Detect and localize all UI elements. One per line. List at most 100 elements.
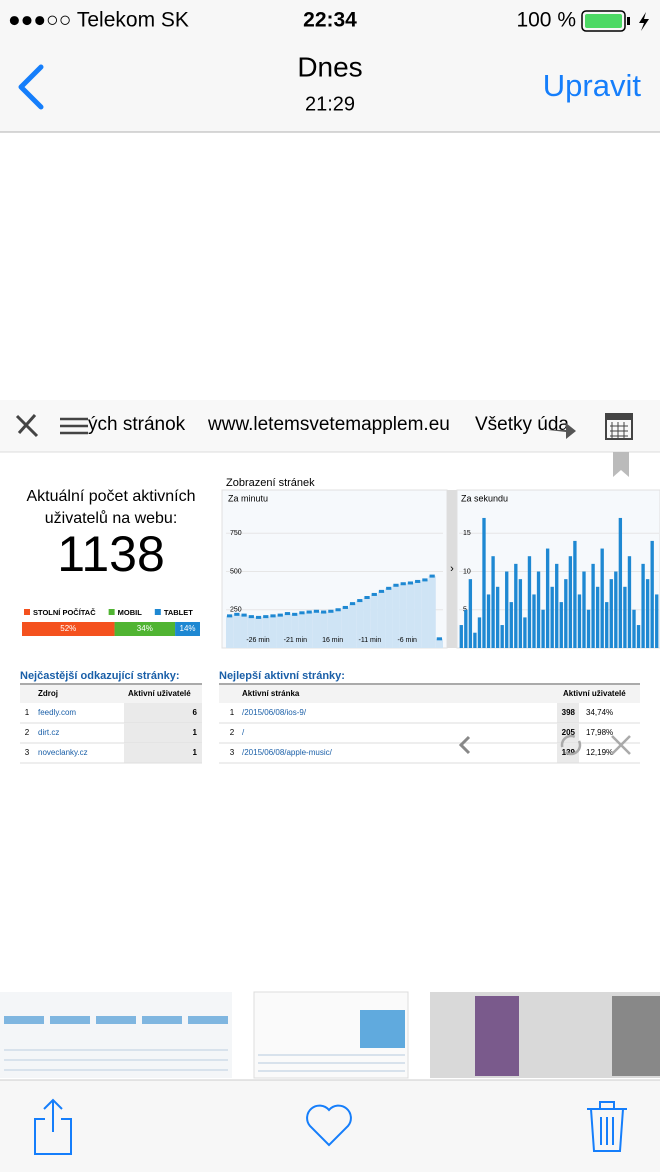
row-index: 3 bbox=[25, 748, 30, 757]
share-bar bbox=[114, 622, 176, 636]
bar bbox=[527, 556, 532, 648]
area-column bbox=[269, 615, 277, 648]
bar bbox=[564, 579, 568, 648]
bar bbox=[636, 625, 641, 648]
area-column bbox=[298, 612, 306, 648]
favorite-button[interactable] bbox=[306, 1104, 352, 1147]
value-cell bbox=[557, 723, 579, 743]
row-value: 1 bbox=[193, 748, 198, 757]
row-percent: 12,19% bbox=[586, 748, 613, 757]
row-percent: 17,98% bbox=[586, 728, 613, 737]
area-column bbox=[392, 585, 400, 648]
bar bbox=[541, 609, 545, 648]
area-column bbox=[421, 579, 429, 648]
y-tick-label: 750 bbox=[230, 530, 242, 537]
panel-label: Za minutu bbox=[228, 493, 268, 503]
area-column bbox=[435, 638, 443, 648]
y-tick-label: 10 bbox=[463, 568, 471, 575]
row-count: 398 bbox=[562, 708, 576, 717]
share-button[interactable] bbox=[34, 1098, 72, 1155]
row-value: 6 bbox=[193, 708, 198, 717]
row-count: 205 bbox=[562, 728, 576, 737]
bar bbox=[623, 586, 627, 648]
area-column bbox=[348, 603, 357, 648]
bar bbox=[586, 609, 591, 648]
bar bbox=[627, 556, 632, 648]
area-column bbox=[247, 616, 255, 648]
bar bbox=[477, 617, 482, 648]
edit-button[interactable]: Upravit bbox=[543, 68, 642, 103]
bar bbox=[509, 602, 513, 648]
divider-arrow: › bbox=[450, 563, 454, 575]
value-cell bbox=[124, 703, 202, 723]
value-cell bbox=[124, 743, 202, 763]
bar bbox=[595, 586, 600, 648]
row-source: feedly.com bbox=[38, 708, 76, 717]
area-column bbox=[262, 616, 270, 648]
active-users-label: Aktuální počet aktivních bbox=[27, 488, 196, 505]
bar bbox=[568, 556, 573, 648]
table-header bbox=[219, 685, 640, 703]
back-button[interactable] bbox=[18, 64, 44, 110]
x-tick-label: -11 min bbox=[358, 637, 381, 644]
area-column bbox=[327, 611, 335, 648]
row-source: noveclanky.cz bbox=[38, 748, 88, 757]
table-header-cell: Aktivní uživatelé bbox=[128, 689, 191, 698]
row-source: dirt.cz bbox=[38, 728, 59, 737]
delete-button[interactable] bbox=[587, 1101, 627, 1152]
x-tick-label: -21 min bbox=[284, 637, 307, 644]
legend-label: TABLET bbox=[164, 608, 193, 617]
area-column bbox=[341, 607, 349, 648]
row-index: 3 bbox=[230, 748, 235, 757]
bottom-toolbar bbox=[0, 1080, 660, 1172]
legend-swatch bbox=[108, 609, 115, 615]
bar bbox=[645, 579, 650, 648]
bar bbox=[482, 517, 486, 648]
tables: 1 feedly.com 62 dirt.cz 13 noveclanky.cz 11/20… bbox=[20, 703, 640, 764]
y-tick-label: 500 bbox=[230, 568, 242, 575]
table-title: Nejčastější odkazující stránky: bbox=[20, 670, 180, 682]
share-bar bbox=[175, 622, 200, 636]
overlay-close[interactable] bbox=[611, 735, 631, 755]
bar bbox=[618, 517, 623, 648]
bar bbox=[523, 617, 527, 648]
y-tick-label: 15 bbox=[463, 530, 471, 537]
bar bbox=[641, 563, 645, 648]
menu-icon bbox=[60, 417, 88, 435]
area-column bbox=[320, 612, 328, 648]
thumbnail[interactable] bbox=[0, 992, 232, 1078]
bar bbox=[486, 594, 491, 648]
table-header bbox=[20, 685, 202, 703]
table-header-cell: Zdroj bbox=[38, 689, 58, 698]
toolbar-text: www.letemsvetemapplem.eu bbox=[207, 414, 450, 435]
share-label: 14% bbox=[180, 624, 196, 633]
clock: 22:34 bbox=[303, 9, 357, 32]
row-page: /2015/06/08/apple-music/ bbox=[242, 748, 333, 757]
charts: 250 500 750 -26 min -21 min 16 min -11 min -6 m… bbox=[226, 517, 659, 648]
share-label: 34% bbox=[137, 624, 153, 633]
value-cell bbox=[557, 703, 579, 723]
bar bbox=[600, 548, 604, 648]
bar bbox=[532, 594, 536, 648]
photo: ých stránok www.letemsvetemapplem.eu Vše… bbox=[0, 400, 660, 764]
bar bbox=[609, 579, 613, 648]
bar bbox=[632, 609, 636, 648]
bar bbox=[518, 579, 523, 648]
x-tick-label: -6 min bbox=[397, 637, 417, 644]
bar bbox=[473, 632, 477, 648]
toolbar-text: Všetky úda bbox=[475, 414, 569, 435]
overlay-prev[interactable] bbox=[458, 735, 471, 755]
table-header-cell: Aktivní stránka bbox=[242, 689, 300, 698]
battery-text: 100 % bbox=[516, 9, 576, 32]
legend-swatch bbox=[154, 609, 161, 615]
bookmark-icon bbox=[613, 452, 629, 477]
y-tick-label: 250 bbox=[230, 607, 242, 614]
toolbar-text: ých stránok bbox=[88, 414, 186, 435]
panel-label: Za sekundu bbox=[461, 493, 508, 503]
area-column bbox=[363, 597, 371, 648]
wrench-icon bbox=[15, 414, 39, 438]
overlay-reload[interactable] bbox=[560, 734, 582, 756]
area-column bbox=[240, 615, 248, 648]
table-header-cell: Aktivní uživatelé bbox=[563, 689, 626, 698]
